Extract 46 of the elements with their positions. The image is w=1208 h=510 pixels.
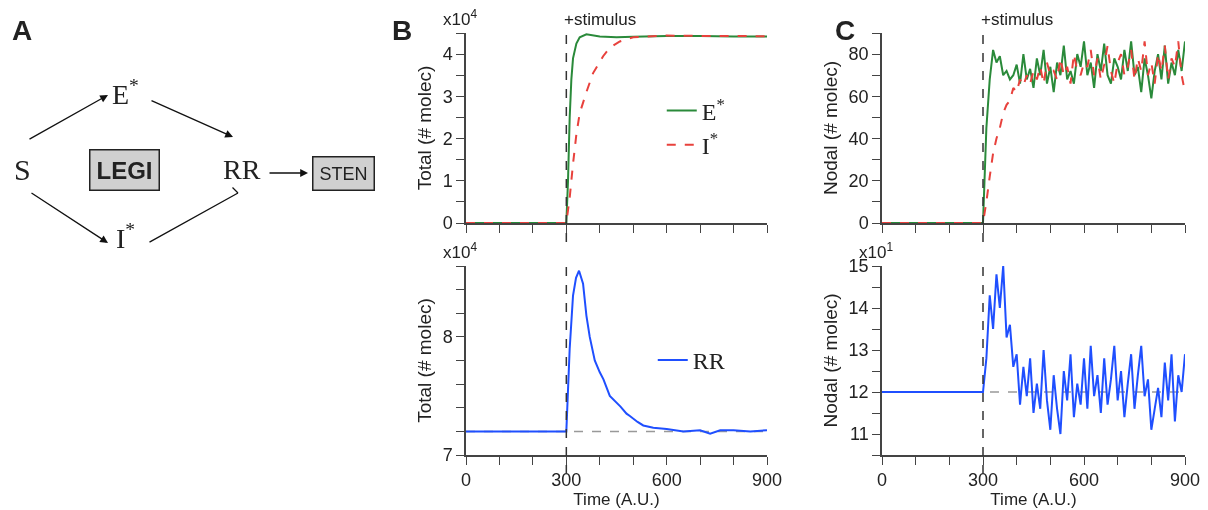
x-tick-label: 0: [460, 470, 472, 491]
y-tick-label: 4: [442, 44, 453, 65]
ref-line-label: +stimulus: [981, 10, 1054, 29]
y-tick-label: 12: [848, 382, 869, 403]
text: I$^{*}$: [116, 219, 136, 254]
y-tick-label: 11: [849, 424, 869, 445]
chart-title: C: [835, 15, 856, 46]
text: A: [12, 15, 33, 46]
y-axis-title: Total (# molec): [413, 65, 435, 191]
y-tick-label: 14: [848, 298, 869, 319]
y-tick-label: 0: [858, 213, 869, 234]
text: LEGI: [96, 156, 153, 184]
x-tick-label: 300: [967, 470, 999, 491]
y-axis-title: Nodal (# molec): [819, 293, 841, 428]
legend-label: E$^{*}$: [701, 94, 725, 125]
x-tick-label: 600: [651, 470, 682, 491]
text: E$^{*}$: [112, 75, 139, 110]
x-tick-label: 900: [1169, 470, 1201, 491]
x-tick-label: 600: [1068, 470, 1100, 491]
y-tick-label: 8: [442, 327, 453, 348]
legend-label: RR: [692, 348, 725, 375]
text: x10$^{4}$: [443, 240, 478, 263]
y-tick-label: 20: [848, 171, 869, 192]
y-tick-label: 80: [848, 44, 869, 65]
y-axis-title: Nodal (# molec): [819, 60, 841, 196]
text: S: [14, 153, 31, 186]
text: x10$^{4}$: [443, 7, 478, 30]
text: RR: [223, 154, 261, 185]
x-axis-title: Time (A.U.): [573, 490, 660, 510]
y-tick-label: 40: [848, 128, 869, 149]
y-tick-label: 1: [442, 171, 453, 192]
x-tick-label: 900: [751, 470, 783, 491]
text: STEN: [319, 163, 368, 184]
x-tick-label: 300: [551, 470, 582, 491]
y-tick-label: 2: [442, 128, 453, 149]
y-tick-label: 3: [442, 86, 453, 107]
y-tick-label: 60: [848, 86, 869, 107]
y-tick-label: 13: [848, 340, 869, 361]
ref-line-label: +stimulus: [564, 10, 637, 29]
y-tick-label: 0: [442, 213, 453, 234]
x-tick-label: 0: [876, 470, 888, 491]
legend-label: I$^{*}$: [701, 129, 719, 160]
y-axis-title: Total (# molec): [413, 298, 435, 423]
x-axis-title: Time (A.U.): [990, 490, 1077, 510]
chart-title: B: [392, 15, 413, 46]
y-tick-label: 7: [442, 445, 453, 466]
